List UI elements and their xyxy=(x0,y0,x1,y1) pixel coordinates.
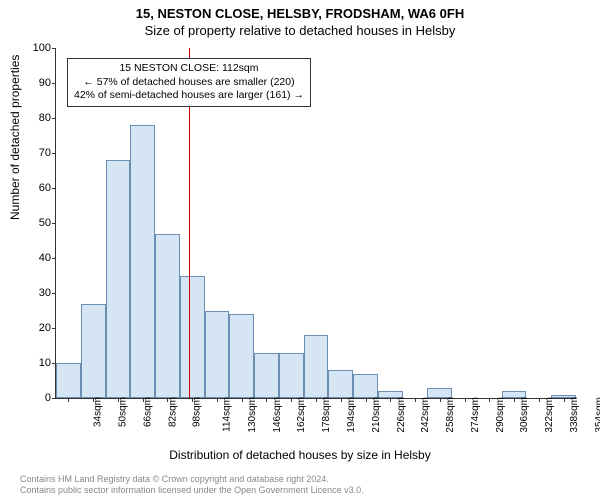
x-tick-label: 354sqm xyxy=(594,397,600,433)
x-tick-label: 162sqm xyxy=(297,397,308,433)
y-tick-label: 60 xyxy=(21,182,51,194)
x-tick-mark xyxy=(415,398,416,402)
x-tick-label: 290sqm xyxy=(495,397,506,433)
x-tick-mark xyxy=(118,398,119,402)
x-tick-mark xyxy=(242,398,243,402)
x-tick-label: 178sqm xyxy=(321,397,332,433)
x-tick-mark xyxy=(93,398,94,402)
y-tick-label: 40 xyxy=(21,252,51,264)
x-tick-mark xyxy=(341,398,342,402)
y-tick-mark xyxy=(52,398,56,399)
x-tick-label: 130sqm xyxy=(247,397,258,433)
x-tick-mark xyxy=(192,398,193,402)
x-tick-label: 114sqm xyxy=(222,397,233,432)
x-tick-mark xyxy=(68,398,69,402)
histogram-bar xyxy=(81,304,106,399)
y-tick-label: 0 xyxy=(21,392,51,404)
x-tick-label: 146sqm xyxy=(272,397,283,433)
main-title: 15, NESTON CLOSE, HELSBY, FRODSHAM, WA6 … xyxy=(0,0,600,21)
x-tick-mark xyxy=(366,398,367,402)
x-tick-mark xyxy=(390,398,391,402)
y-tick-label: 70 xyxy=(21,147,51,159)
histogram-bar xyxy=(353,374,378,399)
x-tick-mark xyxy=(316,398,317,402)
annotation-box: 15 NESTON CLOSE: 112sqm ← 57% of detache… xyxy=(67,58,311,107)
y-tick-label: 80 xyxy=(21,112,51,124)
x-tick-mark xyxy=(465,398,466,402)
y-tick-label: 50 xyxy=(21,217,51,229)
histogram-bar xyxy=(130,125,155,398)
histogram-bar xyxy=(229,314,254,398)
x-tick-label: 210sqm xyxy=(371,397,382,433)
x-tick-label: 322sqm xyxy=(544,397,555,433)
histogram-bar xyxy=(304,335,329,398)
histogram-bar xyxy=(155,234,180,399)
x-tick-label: 274sqm xyxy=(470,397,481,433)
x-tick-label: 34sqm xyxy=(93,397,104,427)
x-tick-mark xyxy=(489,398,490,402)
y-tick-mark xyxy=(52,328,56,329)
y-tick-mark xyxy=(52,83,56,84)
x-tick-label: 338sqm xyxy=(569,397,580,433)
histogram-bar xyxy=(106,160,131,398)
x-tick-label: 194sqm xyxy=(346,397,357,433)
histogram-bar xyxy=(56,363,81,398)
y-tick-label: 90 xyxy=(21,77,51,89)
x-tick-mark xyxy=(266,398,267,402)
y-tick-label: 20 xyxy=(21,322,51,334)
y-tick-mark xyxy=(52,153,56,154)
y-tick-mark xyxy=(52,48,56,49)
annotation-line1: 15 NESTON CLOSE: 112sqm xyxy=(74,62,304,76)
x-tick-mark xyxy=(143,398,144,402)
annotation-line2: ← 57% of detached houses are smaller (22… xyxy=(74,76,304,90)
x-tick-label: 98sqm xyxy=(192,397,203,427)
x-tick-label: 258sqm xyxy=(445,397,456,433)
histogram-bar xyxy=(205,311,230,399)
x-tick-mark xyxy=(564,398,565,402)
y-tick-label: 30 xyxy=(21,287,51,299)
x-tick-mark xyxy=(291,398,292,402)
sub-title: Size of property relative to detached ho… xyxy=(0,21,600,38)
x-tick-label: 82sqm xyxy=(167,397,178,427)
y-tick-mark xyxy=(52,118,56,119)
y-tick-label: 100 xyxy=(21,42,51,54)
x-tick-label: 226sqm xyxy=(396,397,407,433)
y-tick-mark xyxy=(52,258,56,259)
x-tick-mark xyxy=(440,398,441,402)
y-tick-mark xyxy=(52,293,56,294)
y-axis-label: Number of detached properties xyxy=(8,55,22,220)
y-tick-mark xyxy=(52,223,56,224)
annotation-line3: 42% of semi-detached houses are larger (… xyxy=(74,89,304,103)
x-tick-label: 306sqm xyxy=(519,397,530,433)
x-tick-label: 66sqm xyxy=(142,397,153,427)
y-tick-label: 10 xyxy=(21,357,51,369)
x-tick-mark xyxy=(217,398,218,402)
footer-credits: Contains HM Land Registry data © Crown c… xyxy=(20,474,364,496)
x-tick-label: 242sqm xyxy=(420,397,431,433)
x-tick-mark xyxy=(539,398,540,402)
x-tick-mark xyxy=(167,398,168,402)
y-tick-mark xyxy=(52,188,56,189)
x-tick-label: 50sqm xyxy=(118,397,129,427)
x-tick-mark xyxy=(514,398,515,402)
footer-line1: Contains HM Land Registry data © Crown c… xyxy=(20,474,364,485)
x-axis-label: Distribution of detached houses by size … xyxy=(0,448,600,462)
histogram-bar xyxy=(180,276,205,399)
histogram-bar xyxy=(328,370,353,398)
footer-line2: Contains public sector information licen… xyxy=(20,485,364,496)
histogram-bar xyxy=(279,353,304,399)
histogram-bar xyxy=(254,353,279,399)
